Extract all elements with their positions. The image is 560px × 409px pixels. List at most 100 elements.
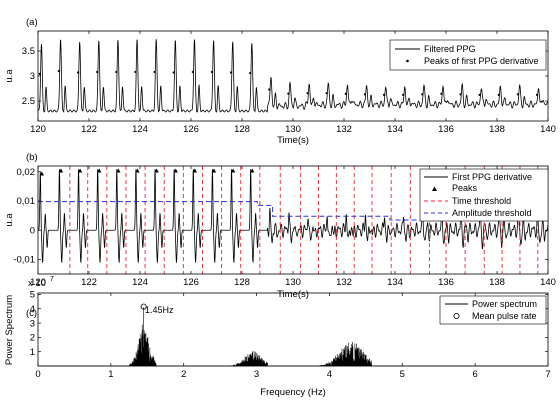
peak-triangle <box>97 168 102 173</box>
derivative-peak-dot <box>497 93 500 96</box>
panel-b-legend-box <box>419 168 549 222</box>
derivative-peak-dot <box>38 72 41 75</box>
derivative-peak-dot <box>210 70 214 74</box>
derivative-peak-dot <box>402 93 405 96</box>
exponent-power: 7 <box>50 276 54 283</box>
y-tick-label: 0 <box>30 225 35 236</box>
peak-triangle <box>135 168 140 173</box>
panel-c-frame <box>37 292 549 367</box>
x-tick-label: 128 <box>234 277 250 288</box>
peak-annotation: 1.45Hz <box>145 305 174 315</box>
peak-triangle <box>77 168 83 173</box>
panel-a-xlabel: Time(s) <box>277 135 309 146</box>
y-tick-label: 5 <box>30 290 35 301</box>
x-tick-label: 140 <box>540 124 556 135</box>
y-tick-label: 2 <box>30 333 35 344</box>
panel-c-label: (c) <box>26 308 37 319</box>
panel-c-ylabel: Power Spectrum <box>4 295 15 365</box>
x-tick-label: 120 <box>30 124 46 135</box>
panel-b-legend: First PPG derivative Peaks Time threshol… <box>419 168 549 222</box>
panel-c-legend: Power spectrum Mean pulse rate <box>439 295 547 325</box>
legend-circle-swatch <box>453 312 460 319</box>
x-tick-label: 126 <box>183 124 199 135</box>
y-tick-label: 1 <box>30 347 35 358</box>
derivative-peak-dot <box>115 70 118 74</box>
filtered-ppg-line <box>37 39 549 113</box>
x-tick-label: 132 <box>336 277 352 288</box>
y-tick-label: 3.5 <box>22 46 35 57</box>
x-tick-label: 6 <box>472 369 477 380</box>
legend-label-peaks: Peaks <box>452 183 478 193</box>
x-tick-label: 138 <box>489 124 505 135</box>
x-tick-label: 134 <box>387 124 403 135</box>
x-tick-label: 126 <box>183 277 199 288</box>
x-tick-label: 132 <box>336 124 352 135</box>
panel-c-exponent: x 10 7 <box>28 276 54 289</box>
legend-label-time-threshold: Time threshold <box>452 196 511 206</box>
x-tick-label: 7 <box>545 369 550 380</box>
legend-label-filtered-ppg: Filtered PPG <box>424 44 476 54</box>
x-tick-label: 2 <box>181 369 186 380</box>
peak-triangle <box>192 168 198 173</box>
panel-b-xlabel: Time(s) <box>277 289 309 300</box>
x-tick-label: 136 <box>438 124 454 135</box>
mean-pulse-rate-marker <box>140 303 147 310</box>
x-tick-label: 124 <box>132 277 148 288</box>
x-tick-label: 1 <box>108 369 113 380</box>
derivative-peak-dot <box>382 93 386 96</box>
legend-triangle-swatch <box>432 186 437 191</box>
derivative-peak-dot <box>325 92 328 95</box>
derivative-peak-dot <box>268 88 271 91</box>
derivative-peak-dot <box>76 71 80 74</box>
y-tick-label: 3 <box>30 318 35 329</box>
derivative-peak-dot <box>306 92 309 95</box>
derivative-peak-dot <box>172 71 175 74</box>
first-derivative-line <box>37 169 549 264</box>
peak-triangle <box>116 168 121 173</box>
derivative-peak-dot <box>478 93 481 96</box>
x-tick-label: 136 <box>438 277 454 288</box>
legend-label-mean-pulse-rate: Mean pulse rate <box>472 311 537 321</box>
legend-label-derivative-peaks: Peaks of first PPG derivative <box>424 56 539 66</box>
legend-label-power-spectrum: Power spectrum <box>472 299 537 309</box>
derivative-peak-dot <box>421 93 424 96</box>
x-tick-label: 4 <box>327 369 332 380</box>
y-tick-label: 0,02 <box>17 167 36 178</box>
legend-label-amplitude-threshold: Amplitude threshold <box>452 208 532 218</box>
legend-dot-swatch <box>406 59 409 63</box>
peak-triangle <box>230 168 236 173</box>
y-tick-label: 0,01 <box>17 196 36 207</box>
derivative-peak-dot <box>96 70 99 74</box>
power-spectrum-line <box>128 307 372 366</box>
y-tick-label: -0,01 <box>13 255 35 266</box>
y-tick-label: 3 <box>30 71 35 82</box>
derivative-peak-dot <box>249 71 252 75</box>
x-tick-label: 138 <box>489 277 505 288</box>
x-tick-label: 124 <box>132 124 148 135</box>
panel-b-label: (b) <box>26 152 38 163</box>
x-tick-label: 130 <box>285 277 301 288</box>
peak-triangle <box>250 168 255 173</box>
x-tick-label: 5 <box>400 369 405 380</box>
x-tick-label: 140 <box>540 277 556 288</box>
x-tick-label: 3 <box>254 369 259 380</box>
panel-a-ylabel: u.a <box>4 69 15 83</box>
x-tick-label: 120 <box>30 277 46 288</box>
panel-b-ylabel: u.a <box>4 213 15 227</box>
peak-triangle <box>154 168 159 173</box>
x-tick-label: 134 <box>387 277 403 288</box>
legend-label-first-derivative: First PPG derivative <box>452 172 532 182</box>
derivative-peak-dot <box>229 71 233 74</box>
derivative-peak-dot <box>153 70 156 74</box>
x-tick-label: 122 <box>81 124 97 135</box>
derivative-peak-dot <box>516 93 520 96</box>
panel-a-label: (a) <box>26 17 38 28</box>
x-tick-label: 0 <box>35 369 40 380</box>
x-tick-label: 128 <box>234 124 250 135</box>
peak-triangle <box>211 168 217 173</box>
derivative-peak-dot <box>287 92 290 95</box>
y-tick-label: 2.5 <box>22 96 35 107</box>
derivative-peak-dot <box>191 70 194 74</box>
